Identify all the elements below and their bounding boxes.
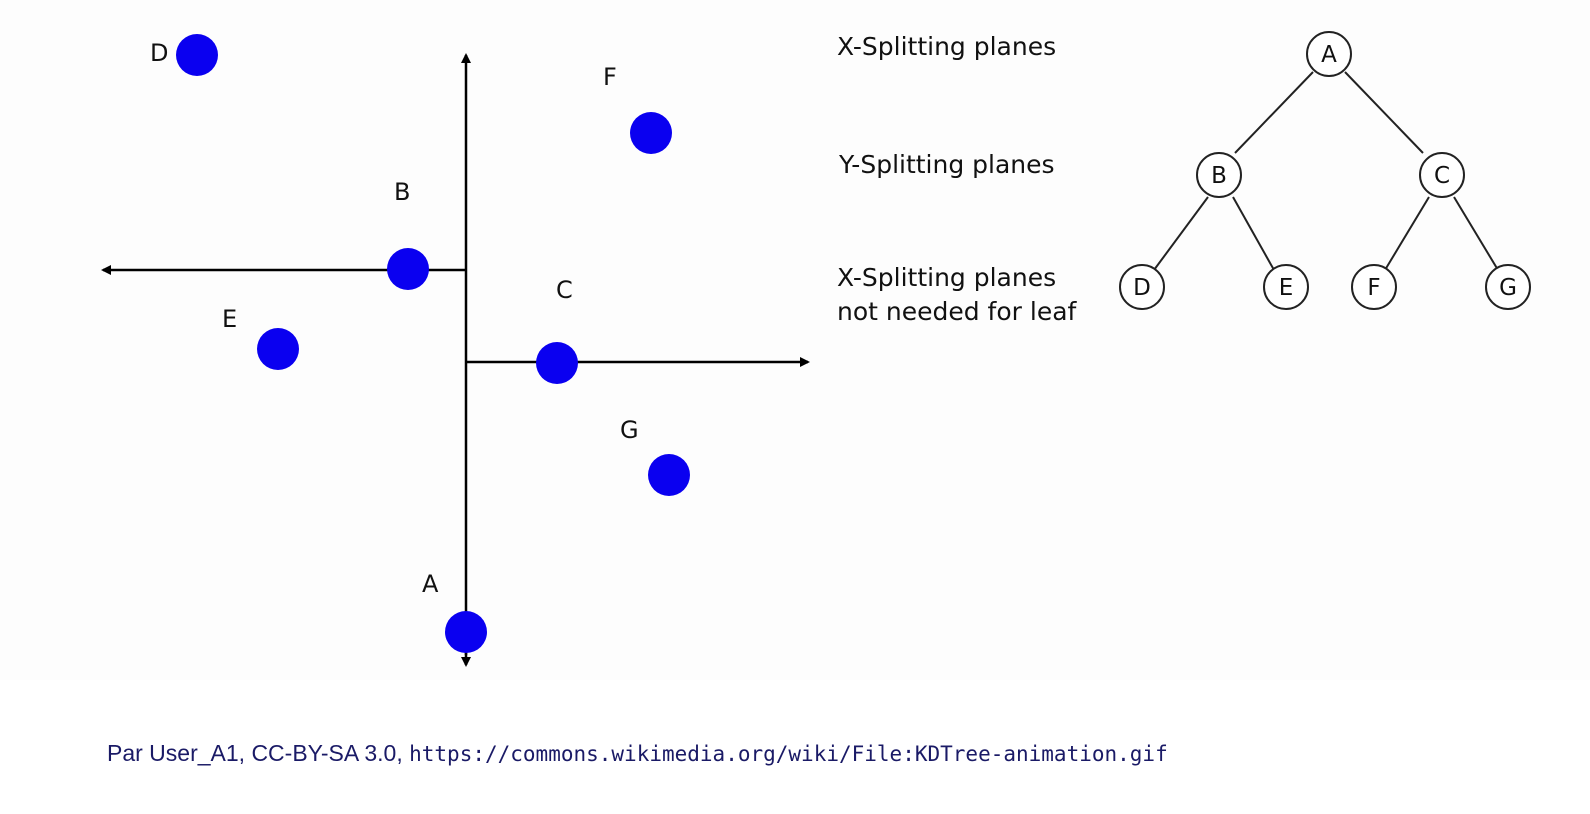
tree-node-a: A [1306, 31, 1352, 77]
point-e [257, 328, 299, 370]
level-label-leaf-line1: X-Splitting planes [837, 263, 1056, 292]
tree-node-c: C [1419, 152, 1465, 198]
tree-node-label-a: A [1321, 42, 1337, 68]
scatter-plot: D F B E C G A [101, 34, 810, 667]
tree-node-label-e: E [1279, 275, 1294, 301]
credit-url[interactable]: https://commons.wikimedia.org/wiki/File:… [409, 742, 1168, 766]
credit-prefix: Par User_A1, CC-BY-SA 3.0, [107, 740, 410, 766]
point-f [630, 112, 672, 154]
point-label-e: E [222, 305, 237, 333]
tree-node-b: B [1196, 152, 1242, 198]
image-credit: Par User_A1, CC-BY-SA 3.0, https://commo… [107, 740, 1168, 767]
tree-edge-c-f [1384, 196, 1430, 271]
tree-node-f: F [1351, 264, 1397, 310]
tree-node-label-c: C [1434, 163, 1450, 189]
tree-edge-b-e [1232, 196, 1275, 271]
point-label-b: B [394, 178, 410, 206]
tree-node-label-f: F [1367, 275, 1380, 301]
tree-node-label-g: G [1499, 275, 1517, 301]
figure-panel: D F B E C G A X-Splitting planes Y-Split… [101, 31, 1531, 667]
tree-node-label-d: D [1133, 275, 1151, 301]
tree-edge-b-d [1153, 196, 1209, 271]
point-label-g: G [620, 416, 639, 444]
tree-node-label-b: B [1211, 163, 1227, 189]
point-d [176, 34, 218, 76]
kd-tree: A B C D E F G [1119, 31, 1531, 310]
point-label-c: C [556, 276, 573, 304]
tree-edge-a-b [1234, 71, 1314, 154]
level-label-y-split: Y-Splitting planes [838, 150, 1055, 179]
point-label-d: D [150, 39, 168, 67]
point-a [445, 611, 487, 653]
point-b [387, 248, 429, 290]
point-g [648, 454, 690, 496]
level-label-leaf-line2: not needed for leaf [837, 297, 1078, 326]
point-label-a: A [422, 570, 439, 598]
tree-node-e: E [1263, 264, 1309, 310]
point-c [536, 342, 578, 384]
kd-tree-figure: D F B E C G A X-Splitting planes Y-Split… [101, 31, 1531, 667]
tree-node-g: G [1485, 264, 1531, 310]
point-label-f: F [603, 63, 617, 91]
tree-edge-c-g [1453, 196, 1499, 271]
level-label-x-split: X-Splitting planes [837, 32, 1056, 61]
tree-node-d: D [1119, 264, 1165, 310]
tree-edge-a-c [1344, 71, 1424, 154]
level-labels: X-Splitting planes Y-Splitting planes X-… [837, 32, 1078, 326]
